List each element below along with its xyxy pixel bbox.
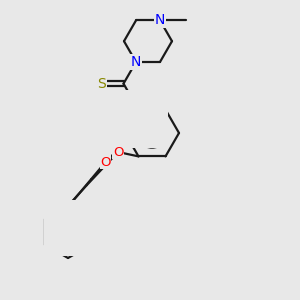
Bar [110,90,168,148]
Text: O: O [113,146,123,158]
Text: N: N [155,14,165,27]
Text: N: N [131,55,141,69]
Text: O: O [100,156,111,169]
Text: N: N [131,55,141,69]
Bar [44,200,100,256]
Text: S: S [97,76,106,91]
